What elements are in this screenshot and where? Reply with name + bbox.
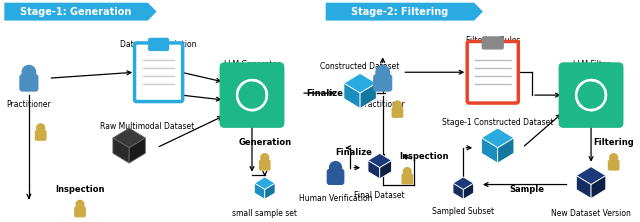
Text: Stage-1 Constructed Dataset: Stage-1 Constructed Dataset: [442, 118, 554, 127]
FancyBboxPatch shape: [373, 74, 392, 92]
Text: Constructed Dataset: Constructed Dataset: [321, 62, 400, 71]
FancyBboxPatch shape: [19, 74, 38, 92]
FancyBboxPatch shape: [35, 130, 47, 141]
Circle shape: [22, 65, 36, 79]
Text: Sample: Sample: [509, 184, 545, 194]
Text: Generation: Generation: [238, 138, 291, 147]
Polygon shape: [453, 183, 463, 199]
Polygon shape: [576, 176, 591, 198]
Text: Filtering: Filtering: [593, 138, 634, 147]
Circle shape: [394, 101, 401, 109]
Text: Stage-2: Filtering: Stage-2: Filtering: [351, 7, 449, 17]
FancyBboxPatch shape: [401, 174, 413, 184]
FancyBboxPatch shape: [259, 160, 271, 171]
Polygon shape: [255, 183, 265, 199]
FancyBboxPatch shape: [148, 38, 168, 50]
Text: Finalize: Finalize: [306, 89, 343, 98]
Circle shape: [376, 65, 389, 79]
Text: Raw Multimodal Dataset: Raw Multimodal Dataset: [100, 122, 194, 131]
Text: Finalize: Finalize: [335, 148, 372, 157]
Circle shape: [330, 162, 342, 174]
Polygon shape: [380, 161, 392, 179]
FancyBboxPatch shape: [220, 62, 284, 128]
Text: Final Dataset: Final Dataset: [355, 192, 405, 200]
Polygon shape: [576, 167, 606, 184]
Polygon shape: [368, 161, 380, 179]
Text: Human Verification: Human Verification: [299, 194, 372, 204]
Polygon shape: [113, 128, 145, 148]
Text: Practitioner: Practitioner: [360, 100, 405, 109]
FancyBboxPatch shape: [392, 107, 403, 118]
Polygon shape: [344, 83, 360, 108]
Circle shape: [76, 200, 84, 208]
Text: Inspection: Inspection: [55, 184, 105, 194]
FancyBboxPatch shape: [134, 43, 182, 101]
FancyBboxPatch shape: [74, 206, 86, 217]
Text: Inspection: Inspection: [399, 152, 449, 161]
Polygon shape: [481, 138, 498, 163]
FancyBboxPatch shape: [326, 169, 344, 185]
Text: small sample set: small sample set: [232, 209, 297, 218]
Polygon shape: [4, 3, 157, 21]
Text: Practitioner: Practitioner: [6, 100, 51, 109]
Polygon shape: [453, 177, 474, 190]
Circle shape: [36, 124, 45, 132]
Circle shape: [261, 154, 269, 162]
Text: Stage-1: Generation: Stage-1: Generation: [20, 7, 132, 17]
Text: Dataset Description: Dataset Description: [120, 40, 197, 50]
Text: LLM Generator: LLM Generator: [224, 60, 280, 69]
Polygon shape: [344, 73, 376, 93]
Polygon shape: [591, 176, 606, 198]
Circle shape: [403, 168, 412, 176]
FancyBboxPatch shape: [559, 62, 623, 128]
Polygon shape: [326, 3, 483, 21]
Polygon shape: [360, 83, 376, 108]
Polygon shape: [481, 128, 514, 148]
FancyBboxPatch shape: [608, 160, 620, 171]
Text: Sampled Subset: Sampled Subset: [432, 207, 494, 216]
Polygon shape: [498, 138, 514, 163]
Text: New Dataset Version: New Dataset Version: [551, 209, 631, 218]
Polygon shape: [463, 183, 474, 199]
Polygon shape: [265, 183, 275, 199]
Circle shape: [610, 154, 618, 162]
Polygon shape: [255, 177, 275, 190]
FancyBboxPatch shape: [467, 42, 518, 103]
Polygon shape: [113, 138, 129, 163]
Polygon shape: [368, 153, 392, 168]
FancyBboxPatch shape: [483, 37, 503, 49]
Polygon shape: [129, 138, 145, 163]
Text: Filtering Rules: Filtering Rules: [465, 36, 520, 46]
Text: LLM Filter: LLM Filter: [573, 60, 609, 69]
